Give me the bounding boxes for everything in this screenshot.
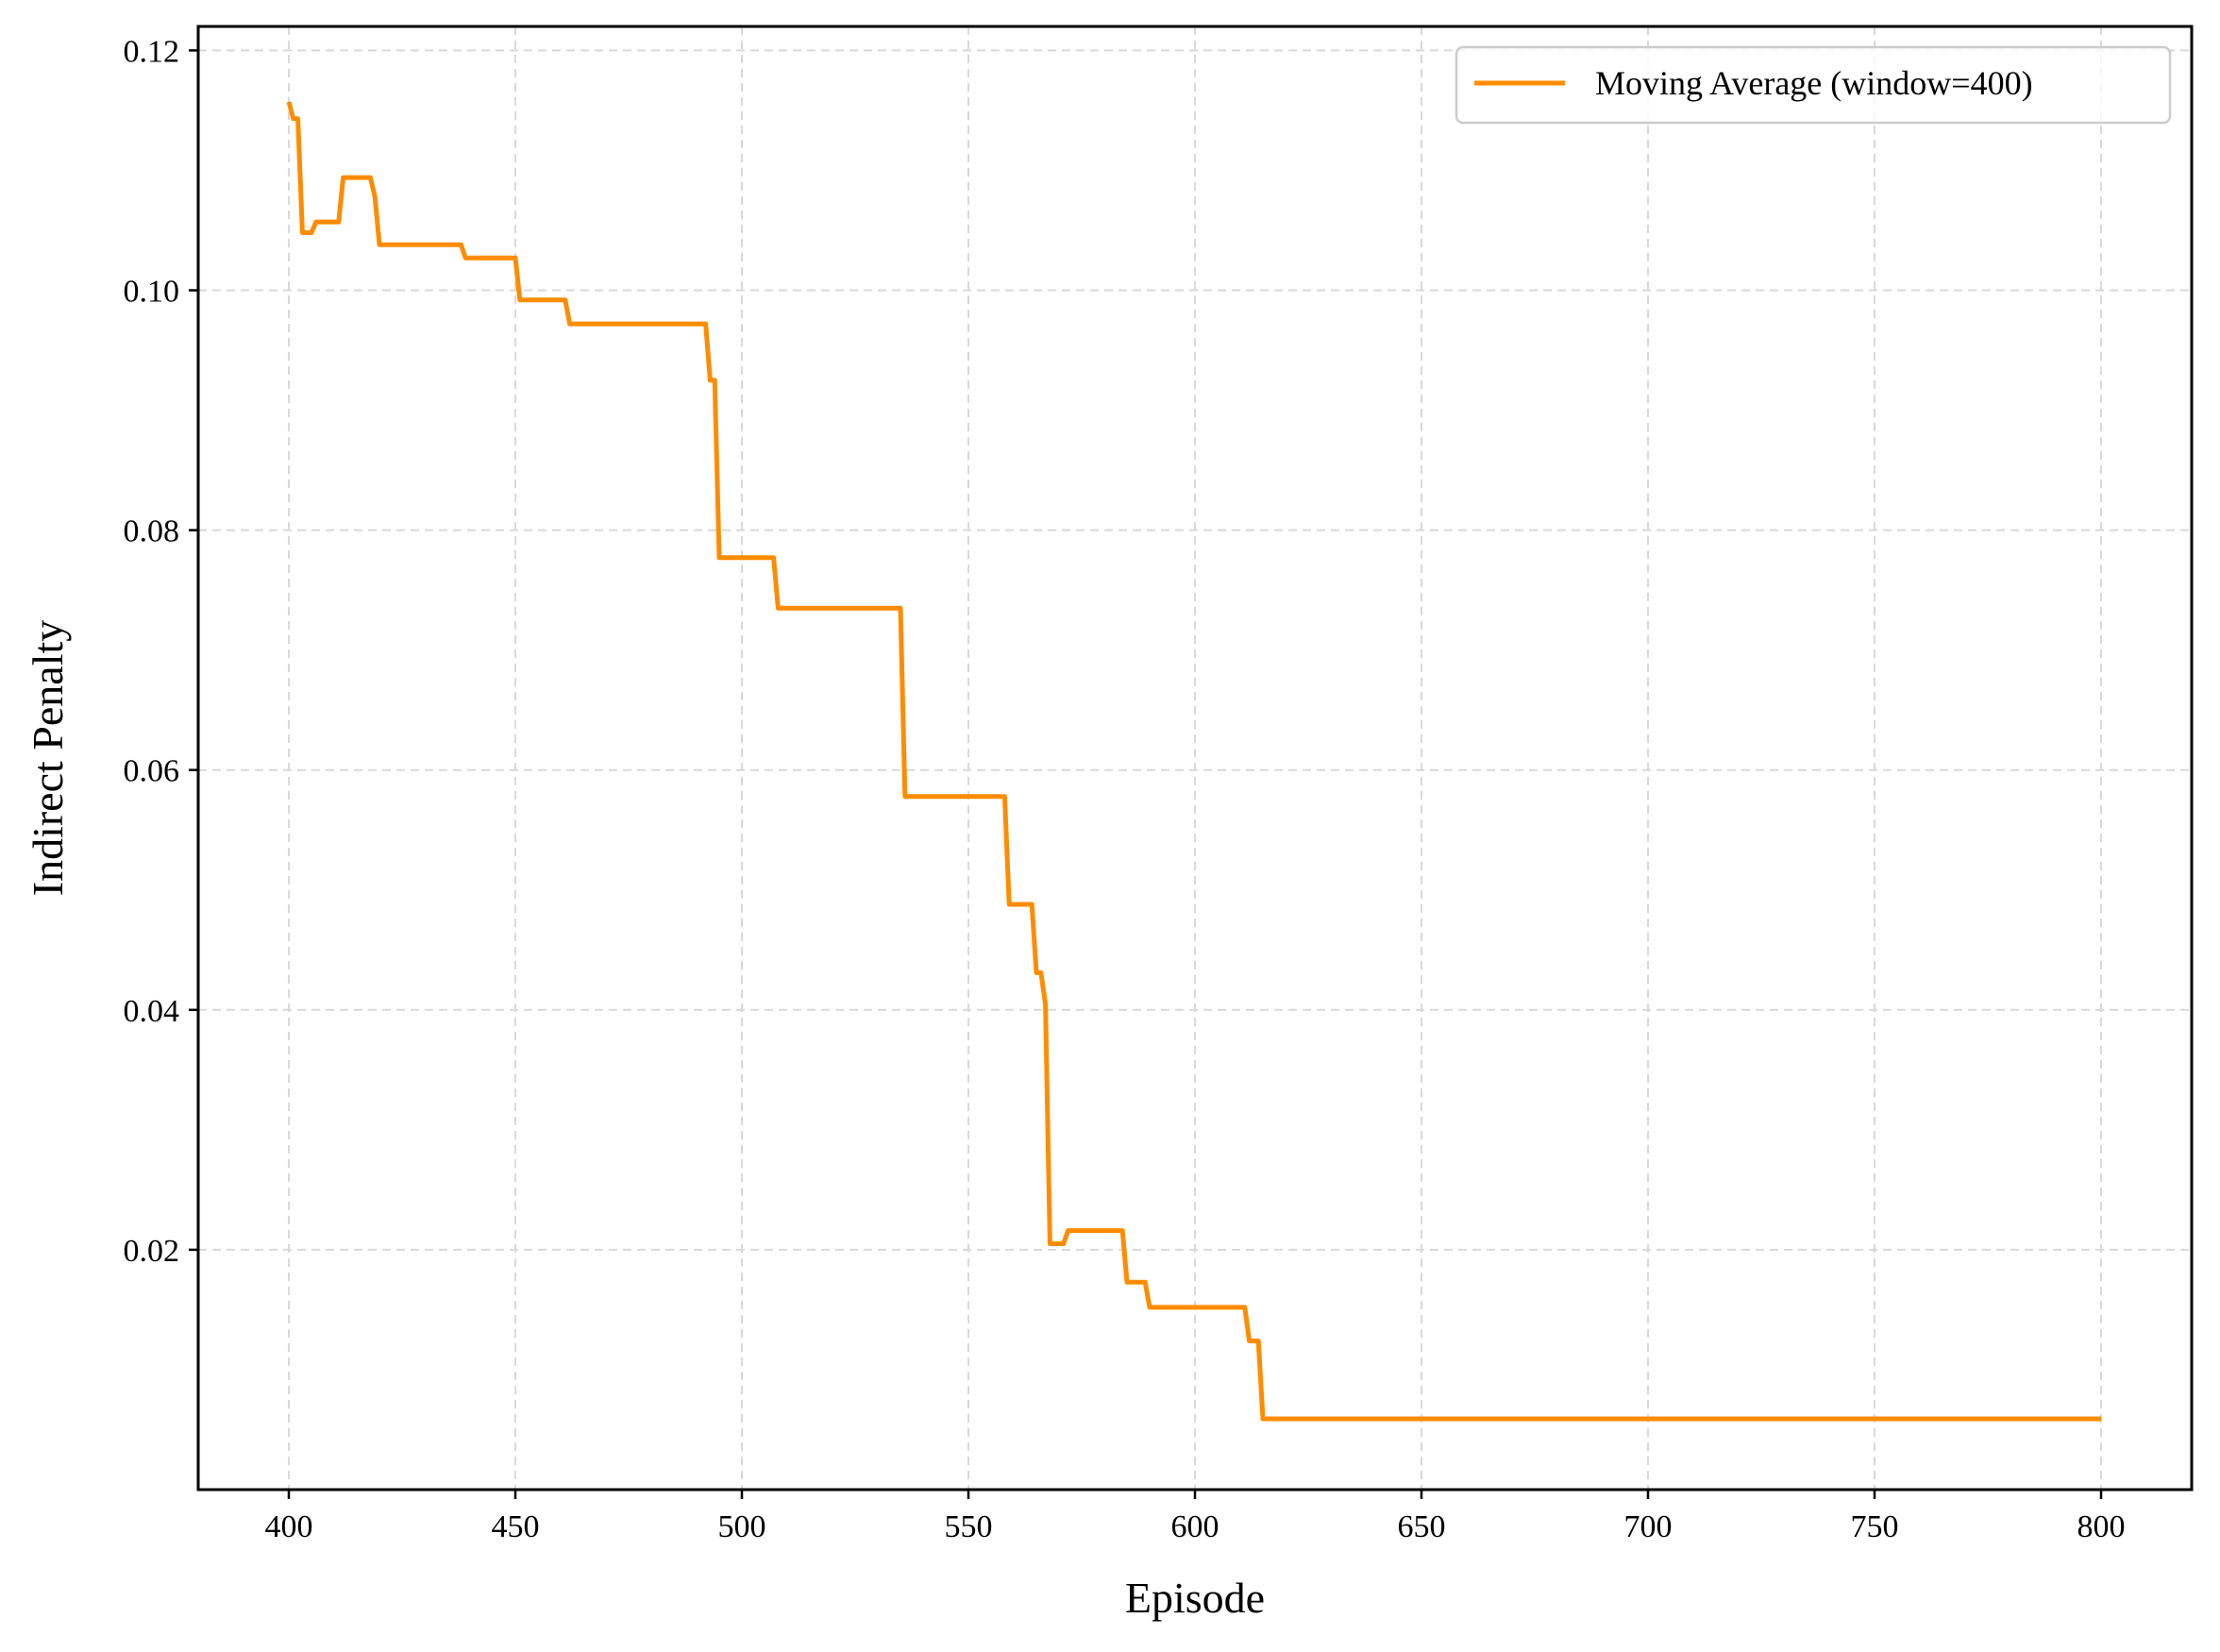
x-tick-label: 800	[2077, 1509, 2126, 1544]
legend-label: Moving Average (window=400)	[1595, 64, 2033, 102]
series-line	[286, 101, 2101, 1422]
x-axis-title: Episode	[1125, 1574, 1265, 1622]
x-tick-label: 750	[1851, 1509, 1899, 1544]
x-tick-label: 550	[945, 1509, 993, 1544]
x-tick-label: 650	[1398, 1509, 1446, 1544]
y-tick-label: 0.08	[124, 514, 180, 549]
y-tick-label: 0.02	[124, 1234, 180, 1269]
y-axis-title: Indirect Penalty	[24, 620, 72, 897]
legend-box	[1455, 45, 2172, 125]
y-tick-label: 0.10	[124, 275, 180, 310]
grid-lines	[198, 26, 2192, 1490]
y-tick-label: 0.04	[124, 994, 180, 1029]
y-tick-label: 0.06	[124, 754, 180, 789]
x-tick-label: 400	[265, 1509, 313, 1544]
axis-ticks: 400 450 500 550 600 650 700 750 800 0.02 0.04 0.06 0…	[124, 34, 2126, 1544]
x-tick-label: 700	[1624, 1509, 1673, 1544]
y-tick-label: 0.12	[124, 34, 180, 69]
x-tick-label: 500	[718, 1509, 766, 1544]
series-layer	[286, 101, 2101, 1422]
x-tick-label: 600	[1171, 1509, 1219, 1544]
x-tick-label: 450	[492, 1509, 540, 1544]
legend: Moving Average (window=400)	[1455, 45, 2172, 125]
